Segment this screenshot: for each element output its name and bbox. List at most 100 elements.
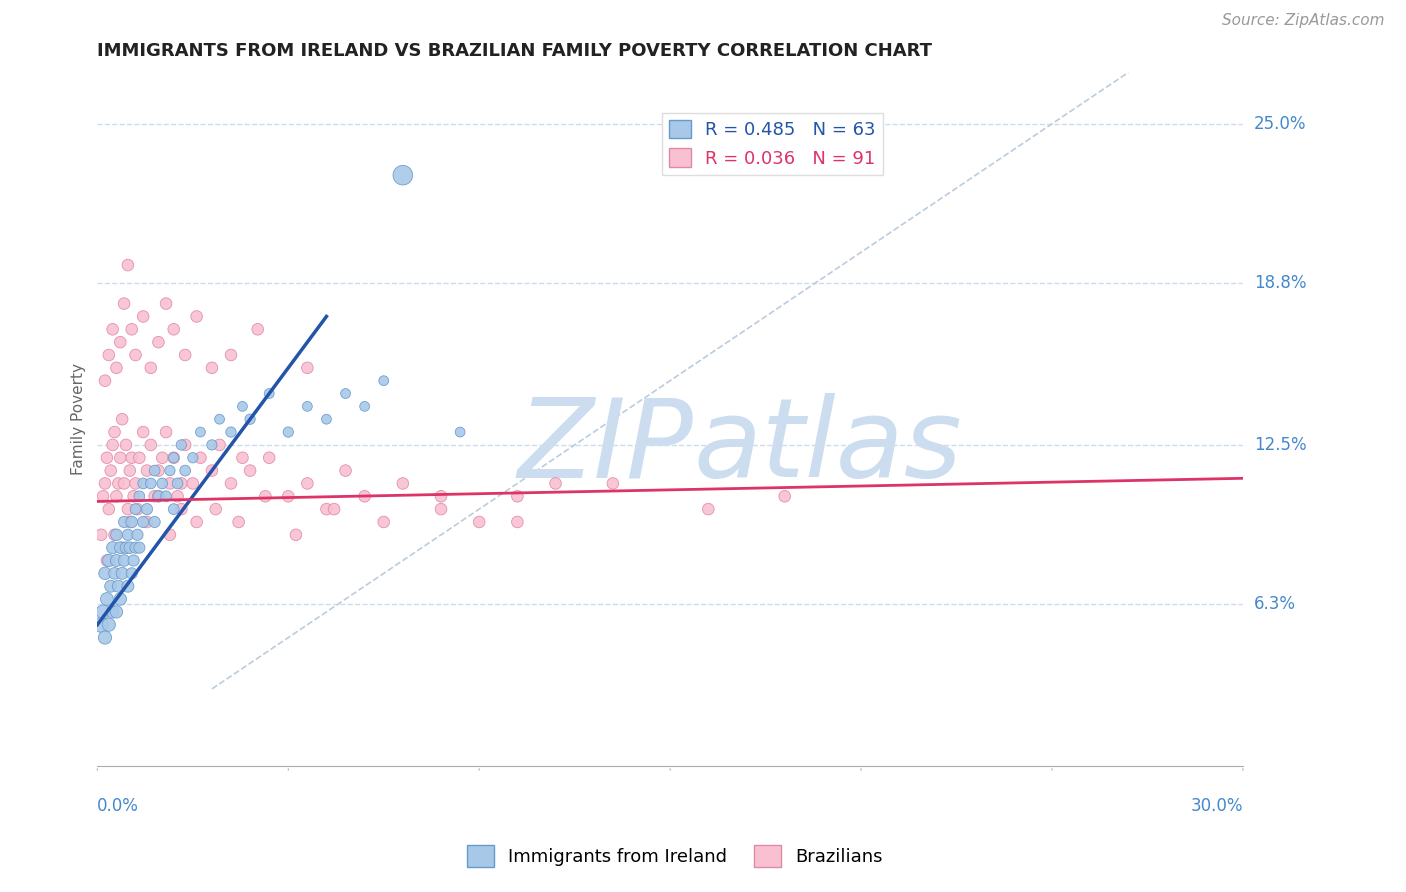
Point (101, 541, 124, 555)
Point (353, 489, 375, 503)
Point (204, 502, 226, 516)
Point (117, 579, 139, 593)
Point (117, 258, 139, 272)
Point (128, 489, 150, 503)
Point (107, 476, 129, 491)
Point (100, 579, 122, 593)
Point (118, 464, 141, 478)
Point (128, 541, 150, 555)
Point (96, 553, 118, 567)
Point (111, 412, 134, 426)
Point (246, 322, 269, 336)
Point (139, 438, 162, 452)
Point (373, 515, 395, 529)
Point (97, 348, 120, 362)
Point (127, 502, 149, 516)
Legend: R = 0.485   N = 63, R = 0.036   N = 91: R = 0.485 N = 63, R = 0.036 N = 91 (662, 112, 883, 175)
Text: 6.3%: 6.3% (1254, 595, 1296, 613)
Point (90, 617, 112, 632)
Text: 0.0%: 0.0% (97, 797, 139, 814)
Point (90, 528, 112, 542)
Y-axis label: Family Poverty: Family Poverty (72, 363, 86, 475)
Point (315, 502, 337, 516)
Point (277, 489, 299, 503)
Point (773, 489, 796, 503)
Text: IMMIGRANTS FROM IRELAND VS BRAZILIAN FAMILY POVERTY CORRELATION CHART: IMMIGRANTS FROM IRELAND VS BRAZILIAN FAM… (97, 42, 932, 60)
Point (121, 566, 143, 581)
Point (132, 476, 155, 491)
Point (201, 360, 224, 375)
Point (150, 450, 173, 465)
Point (257, 386, 280, 401)
Point (124, 476, 146, 491)
Point (166, 476, 188, 491)
Point (170, 502, 193, 516)
Point (148, 489, 170, 503)
Point (112, 476, 135, 491)
Text: atlas: atlas (693, 393, 962, 500)
Point (430, 502, 453, 516)
Point (208, 412, 231, 426)
Text: 12.5%: 12.5% (1254, 436, 1306, 454)
Point (136, 464, 159, 478)
Point (105, 553, 128, 567)
Point (97, 502, 120, 516)
Point (392, 168, 415, 182)
Point (94, 374, 117, 388)
Point (323, 502, 346, 516)
Point (115, 438, 138, 452)
Point (231, 400, 253, 414)
Point (506, 489, 529, 503)
Point (110, 541, 132, 555)
Point (101, 322, 124, 336)
Point (121, 322, 143, 336)
Point (115, 541, 138, 555)
Point (91, 605, 114, 619)
Point (181, 476, 204, 491)
Point (101, 438, 124, 452)
Point (170, 438, 193, 452)
Point (91, 489, 114, 503)
Point (297, 400, 319, 414)
Point (94, 476, 117, 491)
Point (186, 515, 208, 529)
Point (315, 412, 337, 426)
Point (163, 322, 186, 336)
Point (155, 425, 177, 439)
Point (96, 450, 118, 465)
Point (143, 515, 166, 529)
Point (544, 476, 567, 491)
Point (97, 553, 120, 567)
Point (94, 631, 117, 645)
Point (143, 464, 166, 478)
Point (228, 515, 250, 529)
Point (94, 566, 117, 581)
Point (105, 489, 128, 503)
Legend: Immigrants from Ireland, Brazilians: Immigrants from Ireland, Brazilians (460, 838, 890, 874)
Point (110, 592, 132, 607)
Point (136, 515, 159, 529)
Point (105, 360, 128, 375)
Point (186, 310, 208, 324)
Point (118, 541, 141, 555)
Point (101, 605, 124, 619)
Point (174, 348, 197, 362)
Text: Source: ZipAtlas.com: Source: ZipAtlas.com (1222, 13, 1385, 29)
Point (136, 502, 159, 516)
Point (105, 528, 128, 542)
Point (506, 515, 529, 529)
Point (112, 296, 135, 310)
Point (132, 310, 155, 324)
Point (468, 515, 491, 529)
Point (100, 464, 122, 478)
Point (163, 502, 186, 516)
Point (219, 425, 242, 439)
Point (127, 528, 149, 542)
Point (97, 617, 120, 632)
Point (254, 489, 277, 503)
Point (105, 605, 128, 619)
Point (159, 464, 181, 478)
Point (122, 553, 145, 567)
Point (148, 464, 170, 478)
Point (170, 476, 193, 491)
